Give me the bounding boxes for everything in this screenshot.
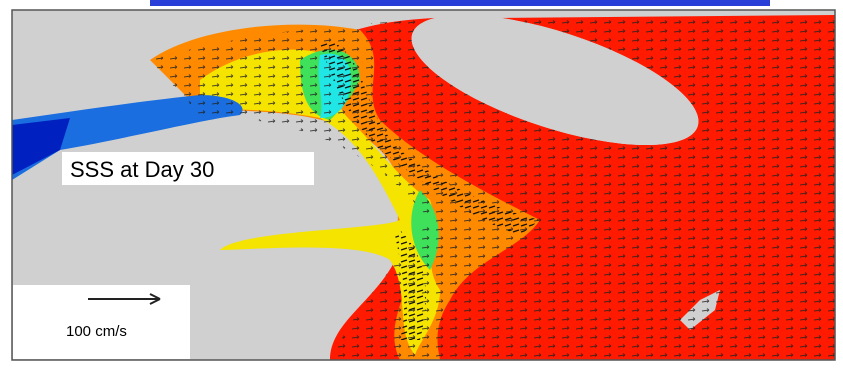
title-bar (150, 0, 770, 6)
map-label: SSS at Day 30 (70, 157, 214, 182)
figure: SSS at Day 30 100 cm/s (0, 0, 843, 366)
page: SSS at Day 30 100 cm/s (() => { const da… (0, 0, 843, 366)
scale-label: 100 cm/s (66, 323, 127, 340)
scale-box (13, 285, 190, 359)
